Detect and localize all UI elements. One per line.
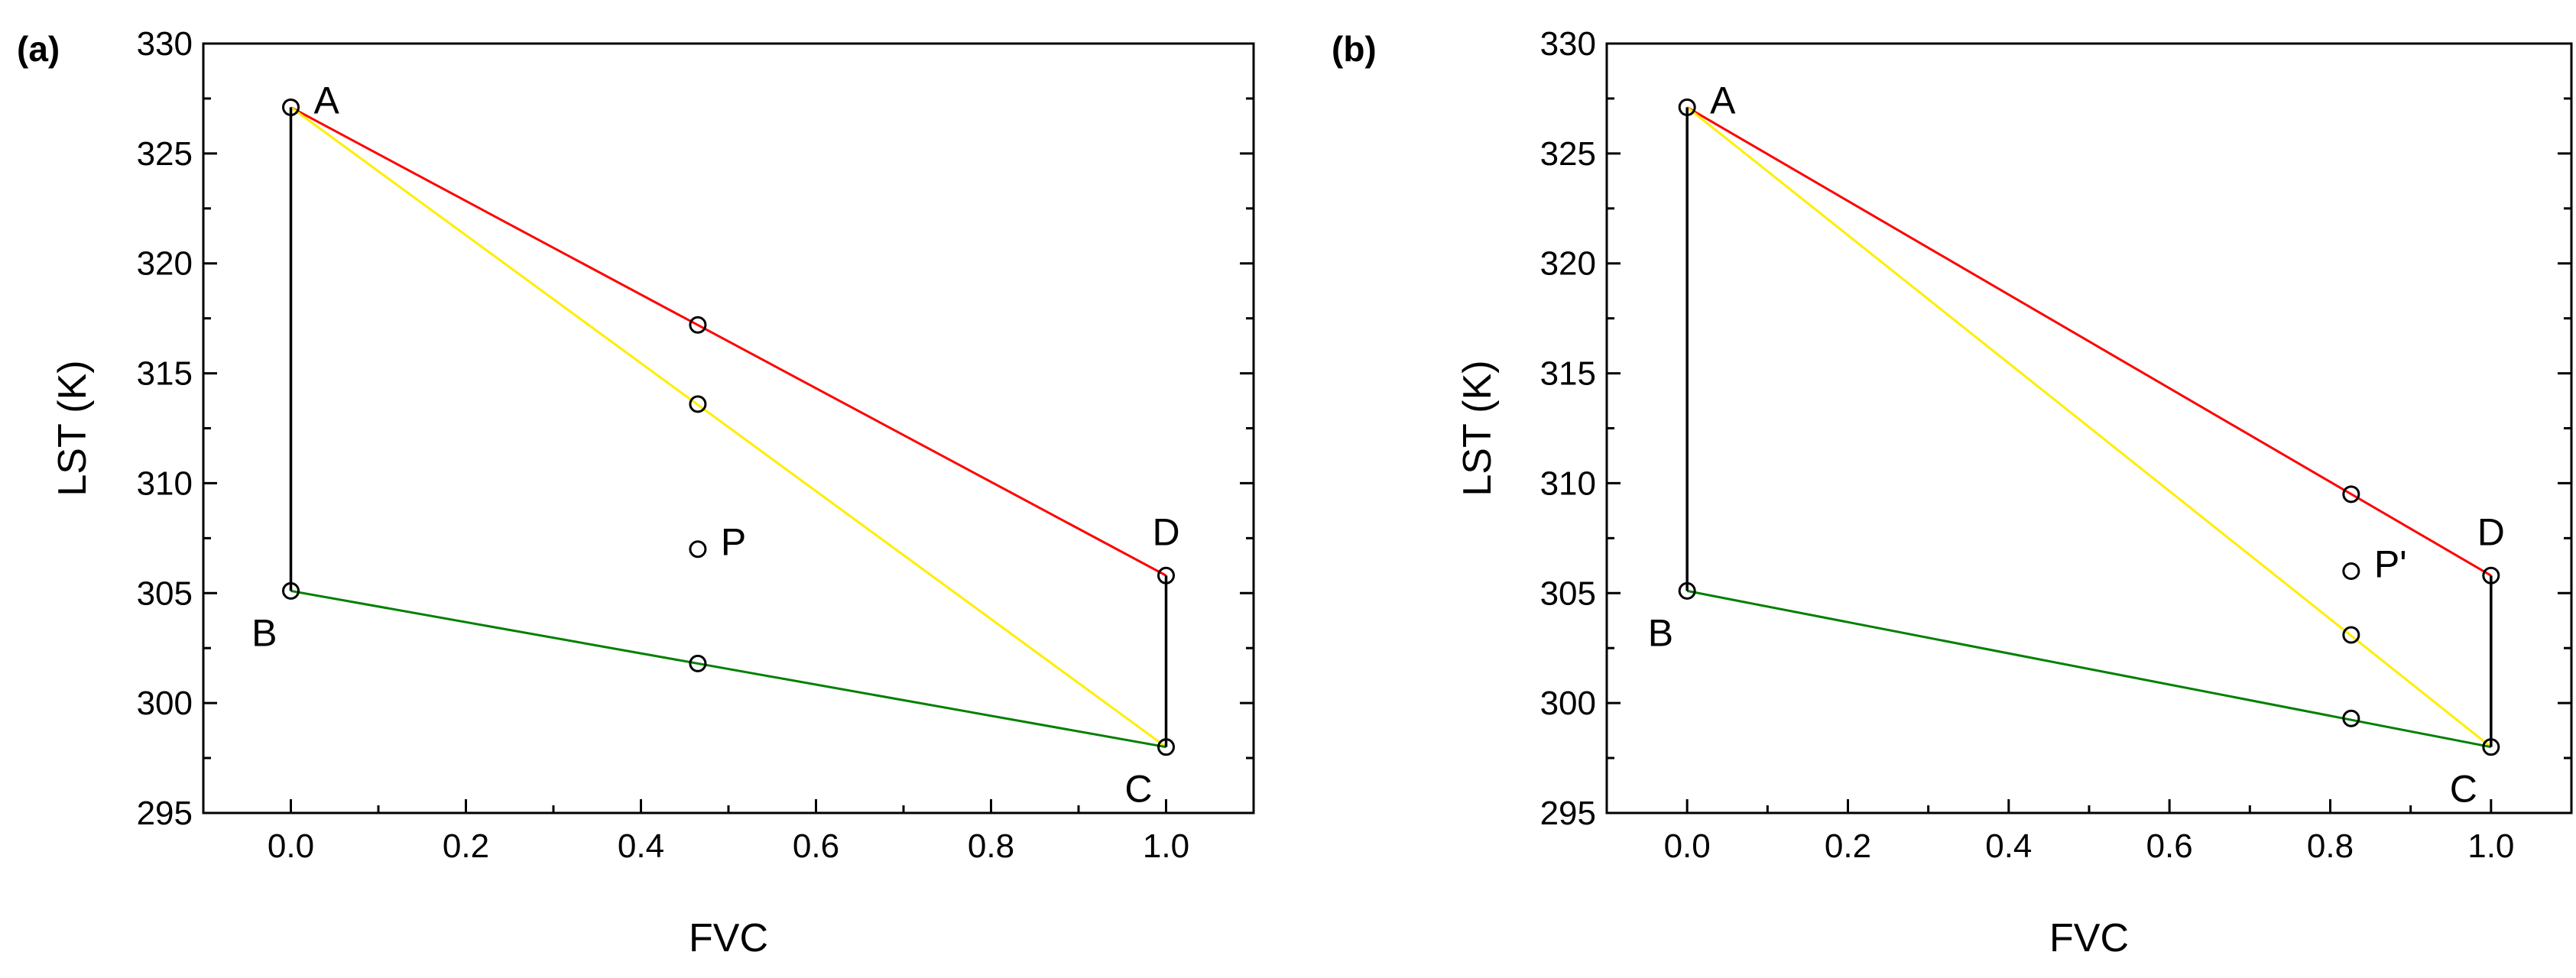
- y-tick-label: 300: [137, 685, 193, 722]
- panel-label: (a): [17, 29, 60, 69]
- panel-label: (b): [1332, 29, 1377, 69]
- x-tick-label: 0.0: [268, 827, 314, 865]
- point-label: A: [314, 79, 340, 121]
- data-point-marker: [2342, 626, 2360, 644]
- data-point-marker: [1678, 98, 1696, 116]
- y-tick-label: 300: [1540, 685, 1596, 722]
- point-label: C: [1124, 768, 1152, 811]
- y-tick-label: 305: [137, 575, 193, 612]
- series-line-AD: [290, 106, 1167, 577]
- series-line-AC: [290, 106, 1167, 748]
- x-axis-title: FVC: [689, 916, 768, 960]
- y-tick-label: 325: [137, 135, 193, 173]
- x-tick-label: 0.6: [2146, 827, 2193, 865]
- data-point-marker: [2482, 566, 2500, 585]
- data-point-marker: [689, 540, 707, 559]
- y-axis-title: LST (K): [50, 360, 95, 496]
- y-tick-label: 330: [137, 25, 193, 63]
- y-tick-label: 305: [1540, 575, 1596, 612]
- point-label: D: [1152, 510, 1179, 553]
- x-tick-label: 0.2: [443, 827, 489, 865]
- x-tick-label: 1.0: [1143, 827, 1189, 865]
- y-axis-title: LST (K): [1455, 360, 1500, 496]
- data-point-marker: [689, 654, 707, 672]
- x-tick-label: 0.2: [1825, 827, 1871, 865]
- point-label: B: [251, 611, 277, 654]
- data-point-marker: [2342, 485, 2360, 504]
- point-label: A: [1710, 79, 1736, 121]
- series-line-AC: [1686, 106, 2492, 748]
- point-label: C: [2450, 768, 2477, 811]
- y-tick-label: 315: [137, 355, 193, 393]
- point-label: P: [721, 521, 746, 564]
- y-tick-label: 325: [1540, 135, 1596, 173]
- data-point-marker: [1678, 581, 1696, 600]
- data-point-marker: [2342, 709, 2360, 727]
- series-line-AD: [1686, 106, 2492, 577]
- data-point-marker: [282, 98, 300, 116]
- data-point-marker: [1157, 566, 1175, 585]
- y-tick-label: 295: [137, 795, 193, 832]
- data-point-marker: [689, 316, 707, 334]
- data-point-marker: [2342, 562, 2360, 581]
- x-tick-label: 0.8: [968, 827, 1014, 865]
- point-label: P': [2374, 543, 2407, 586]
- x-tick-label: 0.4: [618, 827, 664, 865]
- y-tick-label: 330: [1540, 25, 1596, 63]
- y-tick-label: 315: [1540, 355, 1596, 393]
- y-tick-label: 320: [1540, 245, 1596, 283]
- series-line-BC: [1686, 589, 2492, 749]
- x-tick-label: 0.8: [2307, 827, 2354, 865]
- point-label: B: [1648, 611, 1673, 654]
- y-tick-label: 310: [137, 465, 193, 502]
- series-line-BC: [290, 589, 1166, 749]
- x-axis-title: FVC: [2049, 916, 2129, 960]
- y-tick-label: 310: [1540, 465, 1596, 502]
- x-tick-label: 0.0: [1664, 827, 1711, 865]
- chart-panel-a: (a) 0.0 0.2 0.4 0.6 0.8 1.0 295 300 305 310 315 320 3…: [17, 25, 1255, 960]
- data-point-marker: [1157, 738, 1175, 756]
- y-tick-label: 320: [137, 245, 193, 283]
- data-point-marker: [282, 581, 300, 600]
- x-tick-label: 0.6: [793, 827, 839, 865]
- x-tick-label: 0.4: [1985, 827, 2032, 865]
- point-label: D: [2477, 510, 2505, 553]
- data-point-marker: [2482, 738, 2500, 756]
- chart-panel-b: (b) 0.0 0.2 0.4 0.6 0.8 1.0 295 300 305 310 315 320 3…: [1332, 25, 2573, 960]
- y-tick-label: 295: [1540, 795, 1596, 832]
- x-tick-label: 1.0: [2467, 827, 2514, 865]
- data-point-marker: [689, 395, 707, 413]
